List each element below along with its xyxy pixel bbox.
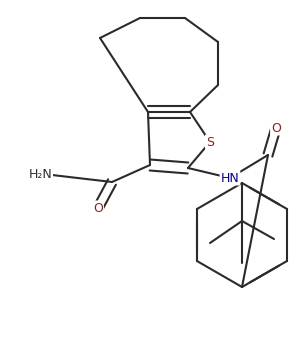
Text: HN: HN xyxy=(221,172,239,184)
Text: S: S xyxy=(206,136,214,149)
Text: O: O xyxy=(271,121,281,135)
Text: H₂N: H₂N xyxy=(28,169,52,182)
Text: O: O xyxy=(93,202,103,215)
